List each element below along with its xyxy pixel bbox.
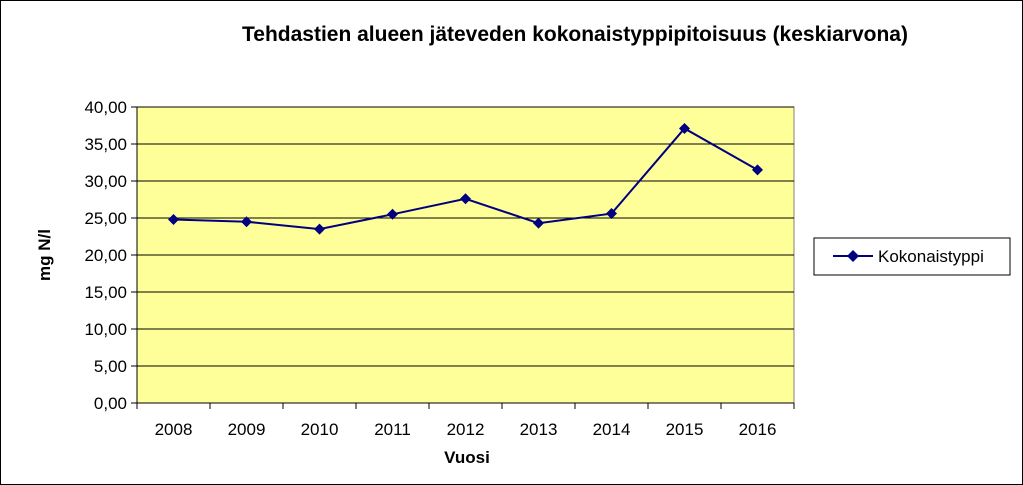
data-point-marker <box>679 122 690 134</box>
data-point-marker <box>168 213 179 225</box>
data-point-marker <box>460 193 471 205</box>
data-point-marker <box>606 208 617 220</box>
x-tick-label: 2012 <box>447 420 485 439</box>
x-tick-label: 2016 <box>739 420 777 439</box>
y-tick-label: 15,00 <box>84 283 127 302</box>
x-axis-label: Vuosi <box>444 448 490 467</box>
x-tick-label: 2015 <box>666 420 704 439</box>
y-tick-label: 5,00 <box>94 357 127 376</box>
y-tick-label: 40,00 <box>84 98 127 117</box>
x-tick-label: 2008 <box>155 420 193 439</box>
y-tick-label: 35,00 <box>84 135 127 154</box>
y-tick-label: 10,00 <box>84 320 127 339</box>
y-tick-label: 20,00 <box>84 246 127 265</box>
legend: Kokonaistyppi <box>813 237 1011 276</box>
x-tick-label: 2010 <box>301 420 339 439</box>
data-point-marker <box>387 208 398 220</box>
x-tick-label: 2011 <box>374 420 411 439</box>
legend-label: Kokonaistyppi <box>878 247 984 266</box>
y-tick-label: 25,00 <box>84 209 127 228</box>
x-axis-ticks: 2008 2009 2010 2011 2012 2013 2014 2015 2016 <box>136 402 795 439</box>
data-point-marker <box>533 217 544 229</box>
y-tick-label: 0,00 <box>94 394 127 413</box>
y-axis-label: mg N/l <box>35 229 54 281</box>
y-tick-label: 30,00 <box>84 172 127 191</box>
y-axis-ticks: 0,00 5,00 10,00 15,00 20,00 25,00 30,00 35,00 40… <box>84 98 138 413</box>
data-point-marker <box>752 164 763 176</box>
x-tick-label: 2009 <box>228 420 266 439</box>
legend-marker-swatch <box>847 250 859 262</box>
chart-title: Tehdastien alueen jäteveden kokonaistypp… <box>242 23 908 46</box>
series-layer <box>168 122 763 235</box>
data-point-marker <box>241 216 252 228</box>
x-tick-label: 2014 <box>593 420 631 439</box>
x-tick-label: 2013 <box>520 420 558 439</box>
data-point-marker <box>314 223 325 235</box>
